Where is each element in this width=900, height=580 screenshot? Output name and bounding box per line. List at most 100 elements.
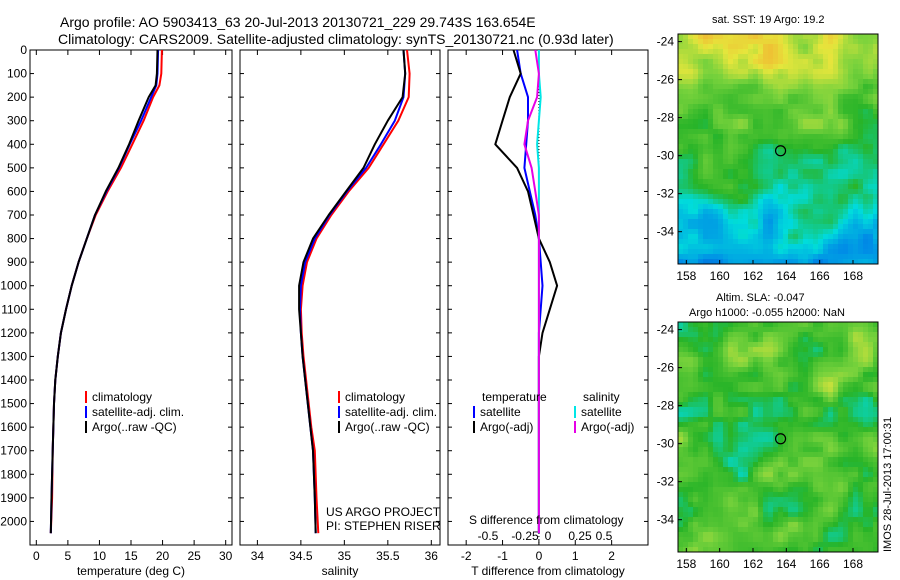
map-cell	[798, 154, 804, 160]
map-cell	[818, 472, 824, 478]
map-cell	[828, 159, 834, 165]
map-cell	[748, 362, 754, 368]
map-cell	[833, 79, 839, 85]
map-cell	[868, 179, 874, 185]
map-cell	[703, 497, 709, 503]
map-cell	[678, 129, 684, 135]
map-cell	[683, 204, 689, 210]
map-cell	[778, 437, 784, 443]
map-cell	[838, 99, 844, 105]
map-cell	[848, 54, 854, 60]
map-cell	[763, 332, 769, 338]
map-cell	[813, 239, 819, 245]
map-cell	[873, 352, 879, 358]
difference-xlabel: T difference from climatology	[471, 564, 625, 578]
map-cell	[828, 174, 834, 180]
map-cell	[723, 472, 729, 478]
map-cell	[718, 497, 724, 503]
map-cell	[733, 139, 739, 145]
map-cell	[728, 442, 734, 448]
map-cell	[808, 79, 814, 85]
map-cell	[833, 199, 839, 205]
map-cell	[843, 234, 849, 240]
map-cell	[783, 482, 789, 488]
map-cell	[853, 59, 859, 65]
map-cell	[708, 214, 714, 220]
map-cell	[873, 422, 879, 428]
map-cell	[853, 124, 859, 130]
map-cell	[788, 507, 794, 513]
map-cell	[843, 64, 849, 70]
map-cell	[848, 417, 854, 423]
map-cell	[733, 239, 739, 245]
map-cell	[763, 84, 769, 90]
map-cell	[828, 259, 834, 265]
map-cell	[733, 174, 739, 180]
map-cell	[758, 472, 764, 478]
map-cell	[853, 397, 859, 403]
map-cell	[698, 174, 704, 180]
map-cell	[808, 54, 814, 60]
map-cell	[723, 507, 729, 513]
map-cell	[768, 194, 774, 200]
map-cell	[803, 169, 809, 175]
map-cell	[798, 512, 804, 518]
map-cell	[763, 184, 769, 190]
map-cell	[818, 184, 824, 190]
map-cell	[788, 467, 794, 473]
map-cell	[773, 184, 779, 190]
map-cell	[723, 134, 729, 140]
map-cell	[813, 209, 819, 215]
map-cell	[683, 522, 689, 528]
map-cell	[793, 492, 799, 498]
map-cell	[683, 219, 689, 225]
map-cell	[863, 332, 869, 338]
map-cell	[783, 144, 789, 150]
map-cell	[753, 347, 759, 353]
map-cell	[843, 174, 849, 180]
map-cell	[678, 432, 684, 438]
map-cell	[818, 452, 824, 458]
map-cell	[738, 69, 744, 75]
map-cell	[788, 74, 794, 80]
map-cell	[723, 69, 729, 75]
lat-tick-label: -30	[657, 149, 675, 163]
map-cell	[818, 422, 824, 428]
map-cell	[718, 249, 724, 255]
map-cell	[748, 239, 754, 245]
map-cell	[818, 139, 824, 145]
map-cell	[853, 532, 859, 538]
map-cell	[743, 442, 749, 448]
map-cell	[798, 432, 804, 438]
x-tick-label: -2	[461, 549, 472, 563]
map-cell	[743, 204, 749, 210]
map-cell	[713, 174, 719, 180]
map-cell	[838, 357, 844, 363]
map-cell	[788, 59, 794, 65]
map-cell	[748, 99, 754, 105]
map-cell	[828, 377, 834, 383]
map-cell	[793, 89, 799, 95]
map-cell	[723, 537, 729, 543]
map-cell	[718, 337, 724, 343]
map-cell	[843, 124, 849, 130]
map-cell	[778, 174, 784, 180]
map-cell	[783, 244, 789, 250]
map-cell	[843, 507, 849, 513]
map-cell	[838, 114, 844, 120]
map-cell	[728, 402, 734, 408]
map-cell	[843, 447, 849, 453]
lon-tick-label: 168	[843, 269, 863, 283]
map-cell	[788, 432, 794, 438]
map-cell	[823, 109, 829, 115]
map-cell	[683, 417, 689, 423]
map-cell	[783, 129, 789, 135]
map-cell	[733, 244, 739, 250]
map-cell	[833, 432, 839, 438]
map-cell	[848, 537, 854, 543]
map-cell	[763, 447, 769, 453]
map-cell	[738, 59, 744, 65]
map-cell	[838, 189, 844, 195]
map-cell	[868, 332, 874, 338]
map-cell	[753, 124, 759, 130]
